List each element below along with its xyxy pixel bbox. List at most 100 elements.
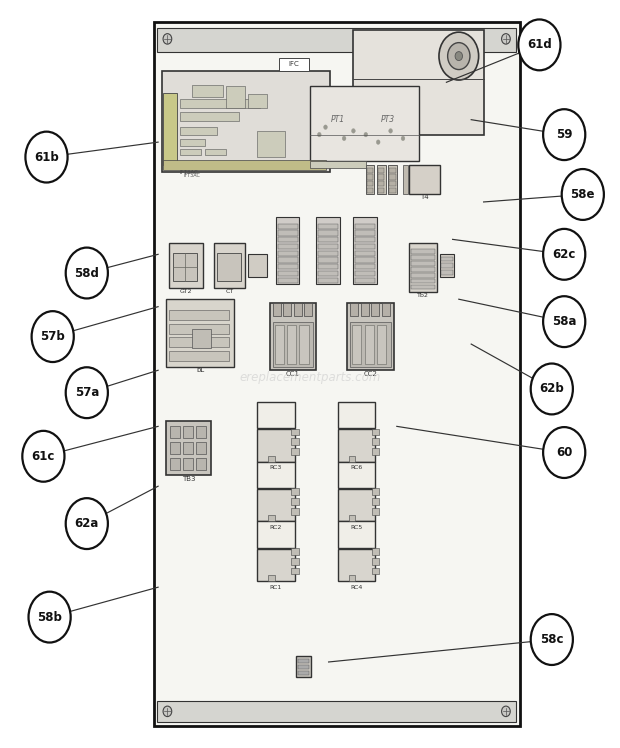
Bar — [365, 325, 374, 364]
Circle shape — [163, 34, 172, 44]
Bar — [291, 508, 299, 515]
Circle shape — [29, 592, 71, 643]
Bar — [270, 303, 316, 370]
Circle shape — [531, 364, 573, 414]
Bar — [196, 426, 206, 438]
Bar — [310, 86, 418, 161]
Bar — [304, 303, 312, 316]
Text: T4: T4 — [420, 194, 429, 200]
Bar — [163, 94, 177, 165]
Bar — [347, 303, 394, 370]
Bar — [377, 165, 386, 194]
Bar — [338, 462, 375, 488]
Text: IFT3AC: IFT3AC — [180, 171, 198, 175]
Bar — [338, 429, 375, 462]
Bar — [170, 442, 180, 454]
Bar — [355, 251, 375, 256]
Bar — [338, 489, 375, 521]
Bar — [278, 237, 298, 242]
Circle shape — [543, 109, 585, 160]
Bar — [173, 253, 197, 281]
Bar — [291, 438, 299, 445]
Bar — [361, 303, 369, 316]
Bar — [166, 299, 234, 367]
Text: 62a: 62a — [74, 517, 99, 530]
Text: 62c: 62c — [552, 248, 576, 261]
Bar — [273, 322, 313, 367]
Bar — [372, 508, 379, 515]
Bar — [352, 325, 361, 364]
Text: 61d: 61d — [527, 38, 552, 52]
Circle shape — [518, 19, 560, 70]
Bar — [276, 217, 299, 284]
Text: 58a: 58a — [552, 315, 577, 328]
Circle shape — [543, 229, 585, 280]
Bar — [411, 261, 435, 266]
Bar — [248, 254, 267, 277]
Bar — [273, 303, 281, 316]
Circle shape — [66, 367, 108, 418]
Bar — [355, 271, 375, 276]
Bar — [318, 251, 338, 256]
Bar — [257, 131, 285, 157]
Bar — [318, 244, 338, 249]
Bar — [169, 324, 229, 334]
Bar — [355, 244, 375, 249]
Bar — [310, 161, 366, 168]
Circle shape — [543, 427, 585, 478]
Bar — [355, 264, 375, 269]
Bar — [318, 224, 338, 229]
Text: CC2: CC2 — [363, 371, 377, 377]
Circle shape — [455, 52, 463, 61]
Bar — [278, 271, 298, 276]
Circle shape — [401, 136, 405, 141]
Bar — [169, 310, 229, 320]
Text: 58b: 58b — [37, 610, 62, 624]
Circle shape — [352, 129, 355, 133]
Bar — [350, 303, 358, 316]
Bar — [318, 257, 338, 263]
Bar — [389, 168, 396, 173]
Bar — [378, 168, 384, 173]
Bar — [162, 71, 330, 172]
Circle shape — [364, 132, 368, 137]
Circle shape — [562, 169, 604, 220]
Text: ereplacementparts.com: ereplacementparts.com — [239, 371, 381, 384]
Bar — [367, 168, 373, 173]
Circle shape — [66, 248, 108, 298]
Bar — [180, 127, 217, 135]
Circle shape — [324, 125, 327, 129]
Bar — [372, 429, 379, 435]
Bar — [411, 255, 435, 260]
Text: RC2: RC2 — [270, 525, 282, 530]
Text: CT: CT — [225, 289, 234, 294]
Bar — [275, 325, 284, 364]
Bar — [291, 429, 299, 435]
Text: TB3: TB3 — [182, 476, 195, 482]
Bar — [257, 521, 294, 548]
Circle shape — [163, 706, 172, 717]
Circle shape — [531, 614, 573, 665]
Bar — [192, 85, 223, 97]
Circle shape — [22, 431, 64, 482]
Bar — [298, 659, 309, 663]
Bar — [349, 456, 355, 462]
Bar — [372, 568, 379, 574]
Circle shape — [342, 136, 346, 141]
Bar — [257, 429, 294, 462]
Bar — [278, 244, 298, 249]
Bar — [411, 267, 435, 272]
Bar — [291, 488, 299, 495]
Circle shape — [376, 140, 380, 144]
Text: 59: 59 — [556, 128, 572, 141]
Circle shape — [502, 34, 510, 44]
Bar — [389, 181, 396, 186]
Bar — [389, 188, 396, 193]
Text: PT1: PT1 — [331, 115, 345, 124]
Bar — [378, 181, 384, 186]
Bar — [372, 498, 379, 505]
Bar — [268, 515, 275, 521]
Bar — [371, 303, 379, 316]
Bar — [355, 224, 375, 229]
Bar — [214, 243, 245, 288]
